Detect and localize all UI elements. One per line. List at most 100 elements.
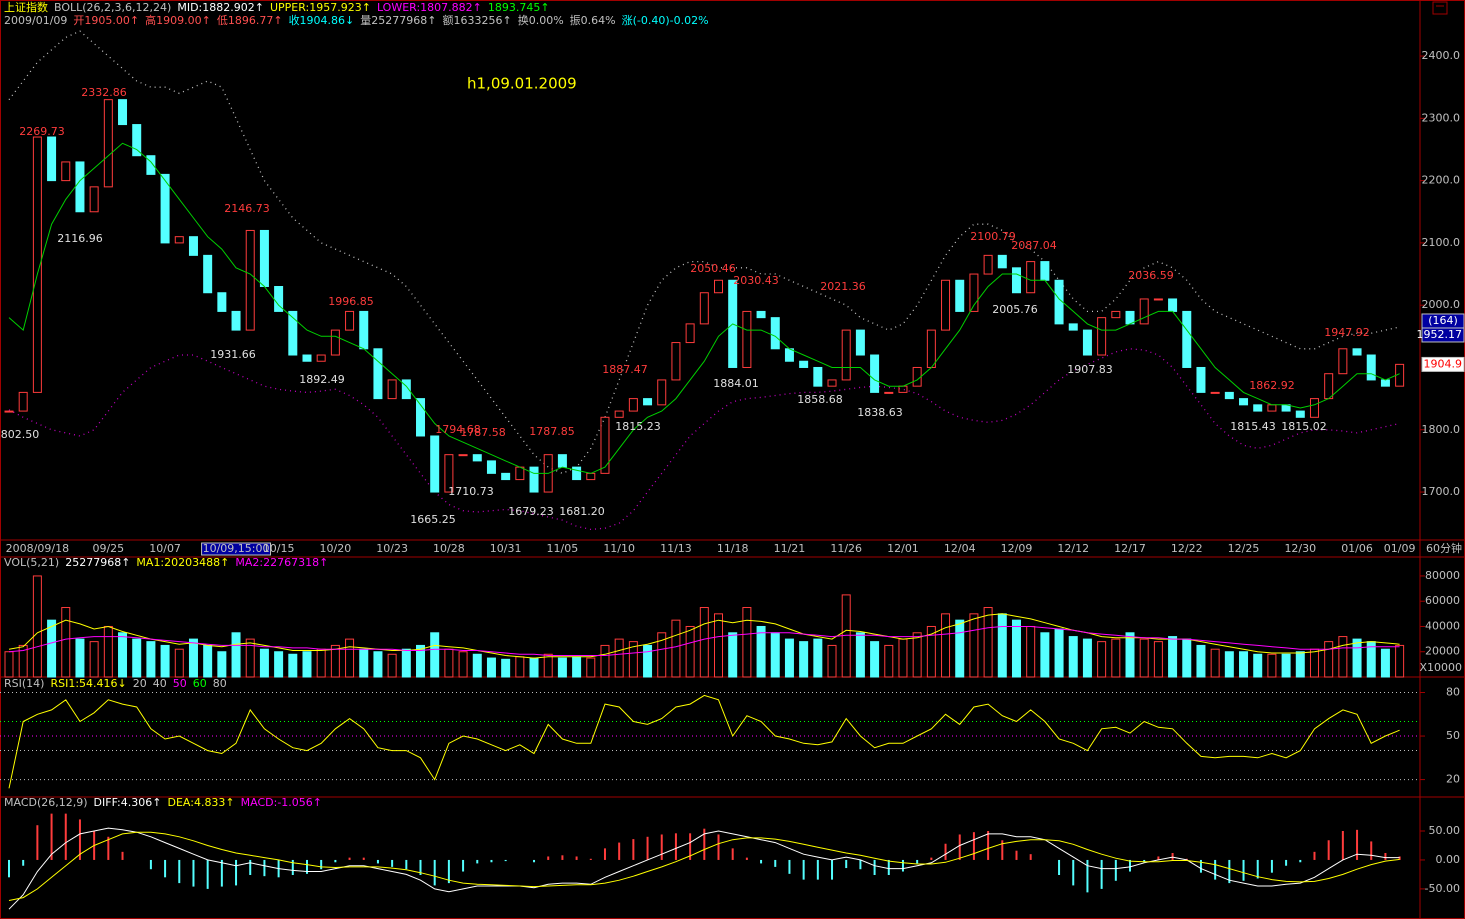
volume-bar bbox=[1380, 648, 1390, 678]
volume-bar bbox=[1153, 641, 1163, 678]
price-marker-label: 1904.9 bbox=[1424, 357, 1463, 370]
rsi-line bbox=[8, 694, 1400, 789]
candle bbox=[1295, 410, 1305, 418]
candle bbox=[1324, 373, 1334, 400]
low-label: 2005.76 bbox=[992, 303, 1038, 316]
candle bbox=[1026, 261, 1036, 294]
volume-bar bbox=[1040, 632, 1050, 678]
level-label: 20 bbox=[133, 677, 147, 690]
low-label: 2116.96 bbox=[57, 232, 103, 245]
x-tick-label: 11/18 bbox=[717, 542, 749, 555]
volume-bar bbox=[870, 641, 880, 678]
candle bbox=[671, 342, 681, 381]
lower-band bbox=[8, 348, 1400, 531]
candle bbox=[118, 99, 128, 126]
candle bbox=[983, 254, 993, 275]
volume-bar bbox=[628, 641, 638, 678]
candle bbox=[430, 435, 440, 493]
low-label: 1679.23 bbox=[508, 505, 554, 518]
volume-bar bbox=[969, 613, 979, 678]
candle bbox=[174, 236, 184, 244]
volume-bar bbox=[1281, 653, 1291, 678]
header-item: MA2:22767318↑ bbox=[235, 556, 328, 569]
y-tick-label: 2200.0 bbox=[1422, 174, 1461, 187]
volume-bar bbox=[1068, 636, 1078, 678]
volume-bar bbox=[146, 641, 156, 678]
x-tick-label: 10/15 bbox=[263, 542, 295, 555]
candle bbox=[444, 454, 454, 493]
candle bbox=[699, 292, 709, 325]
low-label: 1838.63 bbox=[857, 406, 903, 419]
volume-bar bbox=[1309, 648, 1319, 678]
x-tick-label: 10/28 bbox=[433, 542, 465, 555]
volume-bar bbox=[784, 638, 794, 678]
header-item: LOWER:1807.882↑ bbox=[377, 1, 482, 14]
volume-bar bbox=[685, 625, 695, 678]
header-item: 收1904.86↓ bbox=[289, 13, 355, 27]
volume-bar bbox=[1182, 638, 1192, 678]
candle bbox=[742, 310, 752, 368]
x-tick-label: 12/09 bbox=[1001, 542, 1033, 555]
volume-bar bbox=[657, 632, 667, 678]
volume-bar bbox=[1097, 641, 1107, 678]
level-label: 40 bbox=[153, 677, 167, 690]
cursor-label-bg bbox=[201, 542, 271, 556]
volume-bar bbox=[1324, 641, 1334, 678]
volume-bar bbox=[742, 607, 752, 678]
high-label: 2036.59 bbox=[1128, 269, 1174, 282]
header-item: 1893.745↑ bbox=[488, 1, 550, 14]
volume-bar bbox=[643, 644, 653, 678]
candle bbox=[955, 279, 965, 312]
diff-line bbox=[8, 827, 1400, 910]
volume-bar bbox=[1168, 636, 1178, 678]
volume-bar bbox=[288, 653, 298, 678]
level-label: 60 bbox=[193, 677, 207, 690]
volume-bar bbox=[572, 656, 582, 678]
header-item: MA1:20203488↑ bbox=[136, 556, 229, 569]
ma-line bbox=[8, 142, 1400, 474]
volume-bar bbox=[1224, 651, 1234, 678]
volume-bar bbox=[1125, 632, 1135, 678]
window-icon[interactable] bbox=[1432, 1, 1448, 15]
y-tick-label: 20 bbox=[1446, 773, 1460, 786]
candle bbox=[1380, 379, 1390, 387]
dea-line bbox=[8, 831, 1400, 901]
header-item: 量25277968↑ bbox=[360, 14, 436, 27]
volume-bar bbox=[884, 644, 894, 678]
volume-bar bbox=[1054, 628, 1064, 678]
candle bbox=[1068, 323, 1078, 331]
header-item: MID:1882.902↑ bbox=[177, 1, 264, 14]
header-item: 额1633256↑ bbox=[443, 14, 512, 27]
candle bbox=[345, 310, 355, 331]
volume-bar bbox=[501, 658, 511, 678]
candle bbox=[1011, 267, 1021, 294]
y-tick-label: 2400.0 bbox=[1422, 49, 1461, 62]
volume-bar bbox=[316, 648, 326, 678]
volume-bar bbox=[898, 638, 908, 678]
low-label: 1907.83 bbox=[1067, 363, 1113, 376]
x-tick-label: 11/13 bbox=[660, 542, 692, 555]
volume-bar bbox=[1011, 619, 1021, 678]
y-tick-label: 0.00 bbox=[1436, 853, 1461, 866]
header-item: 2009/01/09 bbox=[4, 14, 67, 27]
y-tick-label: 80000 bbox=[1425, 569, 1460, 582]
low-label: 1931.66 bbox=[210, 348, 256, 361]
x-tick-label: 10/07 bbox=[149, 542, 181, 555]
candle bbox=[416, 398, 426, 437]
candle bbox=[643, 398, 653, 406]
volume-bar bbox=[728, 632, 738, 678]
x-tick-label: 01/06 bbox=[1341, 542, 1373, 555]
x-tick-label: 09/25 bbox=[92, 542, 124, 555]
candle bbox=[160, 173, 170, 244]
candle bbox=[1210, 391, 1220, 394]
volume-bar bbox=[1082, 638, 1092, 678]
volume-bar bbox=[1267, 653, 1277, 678]
candle bbox=[614, 410, 624, 418]
volume-bar bbox=[770, 632, 780, 678]
low-label: 802.50 bbox=[1, 428, 40, 441]
volume-bar bbox=[813, 638, 823, 678]
y-tick-label: 50 bbox=[1446, 729, 1460, 742]
candle bbox=[401, 379, 411, 400]
candle bbox=[1139, 298, 1149, 325]
candle bbox=[714, 279, 723, 294]
